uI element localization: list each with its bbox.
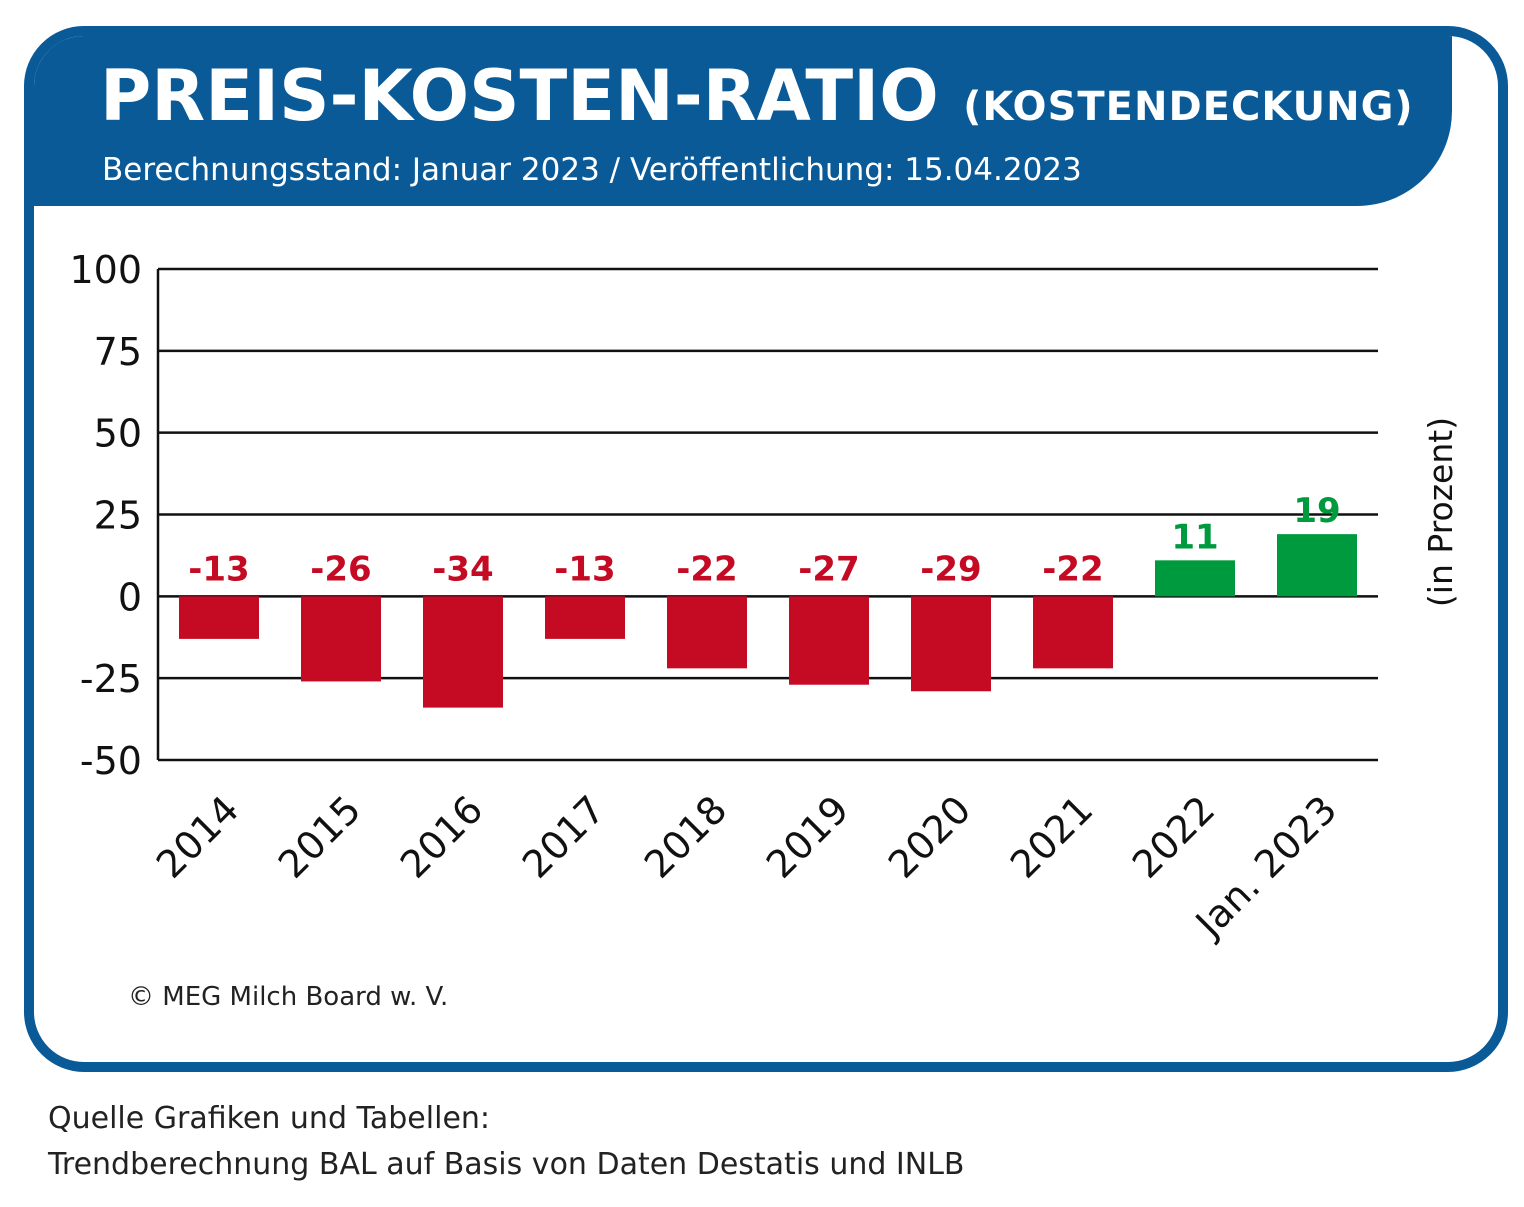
y-tick-label: 100 <box>69 248 142 292</box>
x-tick-label: 2017 <box>514 787 614 887</box>
source-line-2: Trendberechnung BAL auf Basis von Daten … <box>48 1147 965 1182</box>
value-label: -27 <box>798 549 859 589</box>
x-tick-label: 2022 <box>1124 787 1224 887</box>
bar <box>179 596 259 639</box>
bar <box>545 596 625 639</box>
x-tick-label: 2021 <box>1002 787 1102 887</box>
y-tick-label: 0 <box>118 575 142 619</box>
value-label: -29 <box>920 549 981 589</box>
chart-title: PREIS-KOSTEN-RATIO (KOSTENDECKUNG) <box>100 56 1414 147</box>
y-tick-label: 50 <box>94 412 142 456</box>
value-label: -34 <box>432 549 493 589</box>
bar <box>1033 596 1113 669</box>
bar <box>1277 534 1357 597</box>
bars <box>179 534 1357 708</box>
value-label: 11 <box>1171 517 1218 557</box>
bar <box>301 596 381 682</box>
value-label: -22 <box>676 549 737 589</box>
y-tick-label: -25 <box>80 657 142 701</box>
x-tick-label: 2020 <box>880 787 980 887</box>
title-main: PREIS-KOSTEN-RATIO <box>100 55 939 137</box>
bar <box>1155 560 1235 597</box>
bar <box>423 596 503 708</box>
x-tick-label: 2019 <box>758 787 858 887</box>
value-label: -22 <box>1042 549 1103 589</box>
copyright-notice: © MEG Milch Board w. V. <box>128 982 449 1012</box>
x-tick-label: 2016 <box>392 787 492 887</box>
title-sub: (KOSTENDECKUNG) <box>963 84 1414 130</box>
x-tick-label: 2015 <box>270 787 370 887</box>
y-tick-label: 75 <box>94 330 142 374</box>
chart-subtitle: Berechnungsstand: Januar 2023 / Veröffen… <box>102 152 1082 188</box>
chart-card: PREIS-KOSTEN-RATIO (KOSTENDECKUNG) Berec… <box>24 26 1508 1072</box>
bar <box>667 596 747 669</box>
grid-lines <box>156 267 1378 762</box>
x-tick-label: 2018 <box>636 787 736 887</box>
y-tick-label: 25 <box>94 494 142 538</box>
value-label: -13 <box>554 549 615 589</box>
source-note: Quelle Grafiken und Tabellen: Trendberec… <box>48 1096 965 1188</box>
y-axis-label: (in Prozent) <box>1421 417 1460 607</box>
y-tick-label: -50 <box>80 739 142 783</box>
x-tick-label: 2014 <box>148 787 248 887</box>
value-labels: -13 -26 -34 -13 -22 -27 -29 -22 11 19 <box>188 491 1340 589</box>
source-line-1: Quelle Grafiken und Tabellen: <box>48 1101 491 1136</box>
value-label: -26 <box>310 549 371 589</box>
header-banner: PREIS-KOSTEN-RATIO (KOSTENDECKUNG) Berec… <box>34 36 1452 206</box>
value-label: 19 <box>1293 491 1340 531</box>
bar <box>911 596 991 692</box>
bar <box>789 596 869 685</box>
x-tick-labels: 2014 2015 2016 2017 2018 2019 2020 2021 2022Jan.… <box>148 787 1346 946</box>
value-label: -13 <box>188 549 249 589</box>
y-tick-labels: 100 75 50 25 0 -25 -50 <box>69 248 142 783</box>
